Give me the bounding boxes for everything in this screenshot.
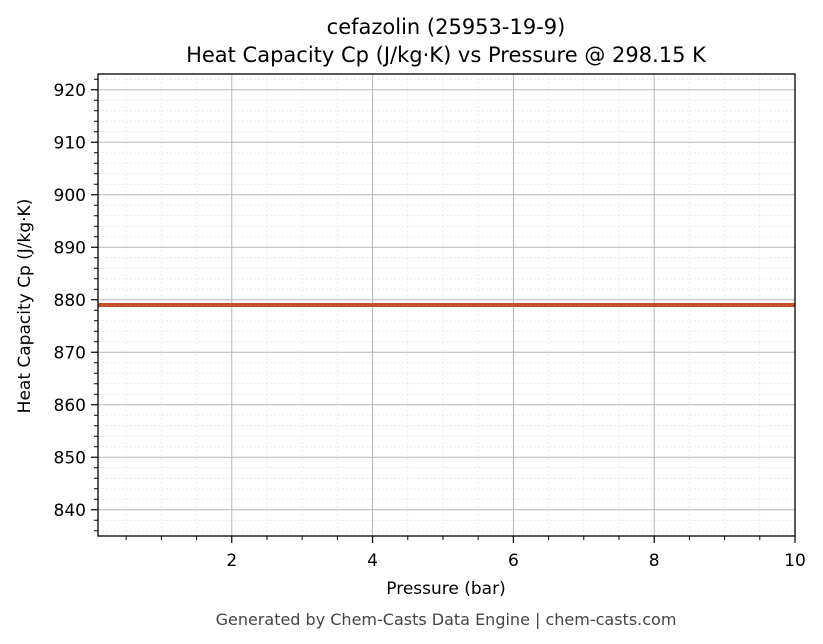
x-axis-label: Pressure (bar) [386, 579, 505, 599]
y-axis-label: Heat Capacity Cp (J/kg·K) [15, 199, 35, 414]
chart-subtitle: Heat Capacity Cp (J/kg·K) vs Pressure @ … [186, 43, 707, 67]
footer-credit: Generated by Chem-Casts Data Engine | ch… [216, 610, 677, 629]
x-tick-labels: 2 4 6 8 10 [226, 551, 805, 571]
x-tick-label: 6 [508, 551, 519, 571]
x-tick-label: 2 [226, 551, 237, 571]
y-tick-label: 890 [54, 238, 86, 258]
x-tick-label: 10 [784, 551, 806, 571]
x-tick-label: 8 [649, 551, 660, 571]
y-tick-label: 870 [54, 343, 86, 363]
chart-title: cefazolin (25953-19-9) [327, 15, 566, 39]
y-tick-label: 920 [54, 81, 86, 101]
y-tick-labels: 840 850 860 870 880 890 900 910 920 [54, 81, 86, 521]
plot-frame [97, 73, 796, 537]
ticks [91, 78, 796, 543]
y-tick-label: 860 [54, 396, 86, 416]
x-tick-label: 4 [367, 551, 378, 571]
y-tick-label: 880 [54, 291, 86, 311]
y-tick-label: 910 [54, 133, 86, 153]
y-tick-label: 900 [54, 186, 86, 206]
y-tick-label: 840 [54, 501, 86, 521]
y-tick-label: 850 [54, 448, 86, 468]
